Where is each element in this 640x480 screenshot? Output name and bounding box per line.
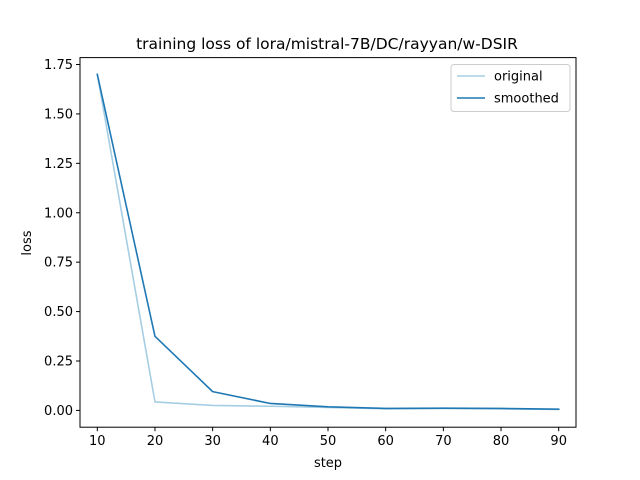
x-tick-label: 20 — [147, 434, 164, 449]
x-tick-label: 40 — [262, 434, 279, 449]
series-lines — [96, 73, 560, 411]
chart-title: training loss of lora/mistral-7B/DC/rayy… — [136, 35, 518, 53]
legend-label-smoothed: smoothed — [494, 92, 559, 107]
x-tick-label: 60 — [377, 434, 394, 449]
legend-label-original: original — [494, 70, 543, 85]
x-tick-label: 50 — [320, 434, 337, 449]
y-tick-label: 0.75 — [44, 256, 73, 271]
y-tick-label: 1.00 — [44, 206, 73, 221]
y-tick-label: 1.25 — [44, 157, 73, 172]
y-tick-label: 1.50 — [44, 107, 73, 122]
series-line-smoothed — [96, 73, 560, 411]
y-axis: 0.00 0.25 0.50 0.75 1.00 1.25 1.50 1.75 — [44, 58, 80, 419]
x-axis-label: step — [314, 456, 342, 471]
x-axis: 10 20 30 40 50 60 70 80 90 — [89, 427, 567, 449]
x-tick-label: 10 — [89, 434, 106, 449]
legend: original smoothed — [450, 64, 571, 112]
x-tick-label: 70 — [435, 434, 452, 449]
x-tick-label: 30 — [204, 434, 221, 449]
plot-area — [79, 57, 577, 428]
y-tick-label: 1.75 — [44, 58, 73, 73]
y-axis-label: loss — [20, 230, 35, 255]
y-tick-label: 0.50 — [44, 305, 73, 320]
x-tick-label: 80 — [493, 434, 510, 449]
y-tick-label: 0.00 — [44, 404, 73, 419]
x-tick-label: 90 — [550, 434, 567, 449]
y-tick-label: 0.25 — [44, 354, 73, 369]
series-line-original — [96, 73, 560, 411]
